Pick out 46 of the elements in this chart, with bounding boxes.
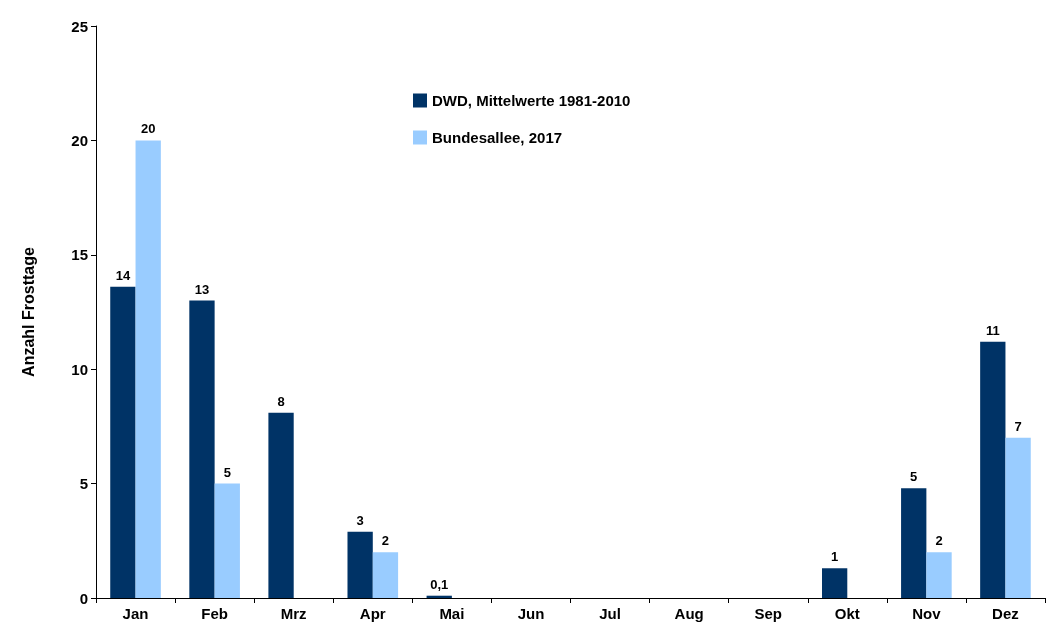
x-tick-label: Mai (439, 605, 465, 622)
bar (821, 568, 848, 598)
bar (189, 300, 215, 598)
data-label: 14 (115, 267, 131, 283)
data-label: 7 (1014, 418, 1022, 434)
x-tick-label: Jun (517, 605, 545, 622)
bar (926, 552, 952, 598)
x-tick-label: Aug (674, 605, 704, 622)
data-label: 5 (910, 469, 918, 485)
data-label: 3 (356, 512, 364, 528)
y-tick-label: 25 (71, 17, 88, 35)
x-tick-label: Feb (201, 605, 228, 622)
x-tick-label: Jan (122, 605, 149, 622)
x-tick-label: Apr (359, 605, 386, 622)
x-tick-label: Mrz (280, 605, 307, 622)
bar (1005, 437, 1031, 598)
data-label: 0,1 (430, 576, 449, 592)
data-label: 20 (140, 121, 156, 137)
x-tick-label: Nov (912, 605, 942, 622)
y-axis-title: Anzahl Frosttage (19, 247, 37, 377)
y-tick-label: 5 (79, 475, 88, 493)
bar (901, 488, 927, 598)
data-label: 13 (194, 281, 210, 297)
bar (980, 341, 1006, 598)
bar (110, 286, 136, 598)
data-label: 2 (381, 533, 390, 549)
bar (347, 531, 373, 598)
y-tick-label: 15 (71, 246, 88, 264)
bar (372, 552, 399, 598)
legend-label: Bundesallee, 2017 (432, 129, 563, 146)
bar (214, 483, 240, 598)
x-tick-label: Jul (599, 605, 621, 622)
data-label: 11 (985, 322, 1000, 338)
data-label: 8 (277, 393, 285, 409)
bar (268, 412, 294, 598)
data-label: 2 (935, 533, 943, 549)
x-tick-label: Okt (834, 605, 860, 622)
legend-label: DWD, Mittelwerte 1981-2010 (432, 92, 631, 109)
y-tick-label: 0 (79, 589, 88, 607)
data-label: 5 (223, 464, 231, 480)
data-label: 1 (831, 549, 839, 565)
y-tick-label: 10 (71, 360, 88, 378)
x-tick-label: Dez (992, 605, 1019, 622)
y-tick-label: 20 (71, 131, 88, 149)
bar (135, 140, 161, 598)
x-tick-label: Sep (754, 605, 782, 622)
